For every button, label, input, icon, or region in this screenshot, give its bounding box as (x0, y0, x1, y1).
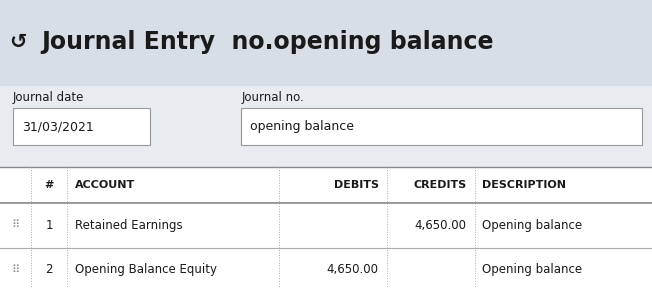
FancyBboxPatch shape (13, 108, 150, 145)
Text: 4,650.00: 4,650.00 (327, 263, 379, 276)
FancyBboxPatch shape (0, 0, 652, 86)
Text: Retained Earnings: Retained Earnings (75, 219, 183, 232)
Text: 2: 2 (46, 263, 53, 276)
Text: Opening balance: Opening balance (482, 263, 583, 276)
Text: DEBITS: DEBITS (334, 180, 379, 190)
Text: #: # (44, 180, 54, 190)
Text: 1: 1 (46, 219, 53, 232)
Text: Opening balance: Opening balance (482, 219, 583, 232)
Text: Journal Entry  no.opening balance: Journal Entry no.opening balance (41, 30, 494, 54)
Text: ACCOUNT: ACCOUNT (75, 180, 135, 190)
FancyBboxPatch shape (241, 108, 642, 145)
FancyBboxPatch shape (0, 167, 652, 288)
Text: Opening Balance Equity: Opening Balance Equity (75, 263, 217, 276)
Text: ↺: ↺ (10, 32, 27, 52)
Text: 4,650.00: 4,650.00 (415, 219, 467, 232)
Text: opening balance: opening balance (250, 120, 354, 133)
Text: DESCRIPTION: DESCRIPTION (482, 180, 567, 190)
Text: ⠿: ⠿ (12, 220, 20, 230)
FancyBboxPatch shape (0, 86, 652, 269)
Text: ⠿: ⠿ (12, 265, 20, 275)
Text: 31/03/2021: 31/03/2021 (22, 120, 94, 133)
Text: Journal date: Journal date (13, 91, 84, 104)
Text: Journal no.: Journal no. (241, 91, 304, 104)
Text: CREDITS: CREDITS (413, 180, 467, 190)
